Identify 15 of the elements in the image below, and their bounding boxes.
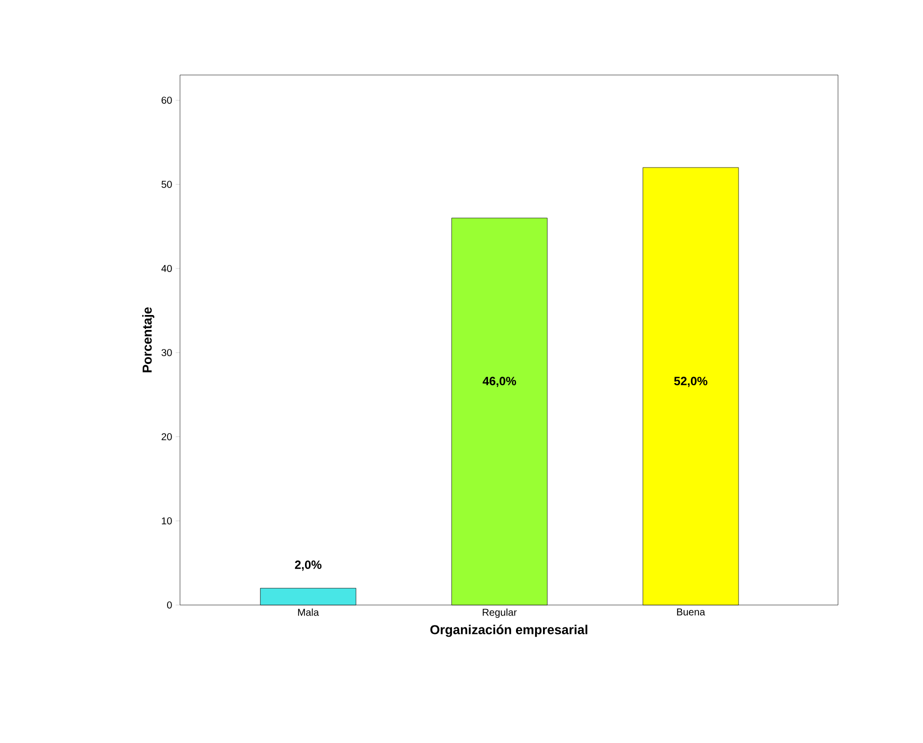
x-tick-label: Regular — [482, 608, 517, 618]
x-axis-title: Organización empresarial — [430, 624, 588, 637]
data-label: 46,0% — [482, 376, 516, 387]
y-tick-label: 10 — [162, 517, 172, 524]
x-tick-label: Buena — [677, 608, 706, 616]
data-label: 52,0% — [674, 376, 708, 387]
y-axis-title: Porcentaje — [142, 307, 154, 372]
y-tick-label: 40 — [161, 264, 172, 272]
y-tick-label: 60 — [162, 96, 172, 104]
y-tick-label: 50 — [162, 180, 172, 188]
y-tick-label: 30 — [162, 349, 172, 356]
y-tick-label: 0 — [167, 601, 172, 609]
x-tick-label: Mala — [298, 608, 319, 616]
y-tick-label: 20 — [162, 433, 172, 440]
data-label: 2,0% — [294, 560, 322, 571]
